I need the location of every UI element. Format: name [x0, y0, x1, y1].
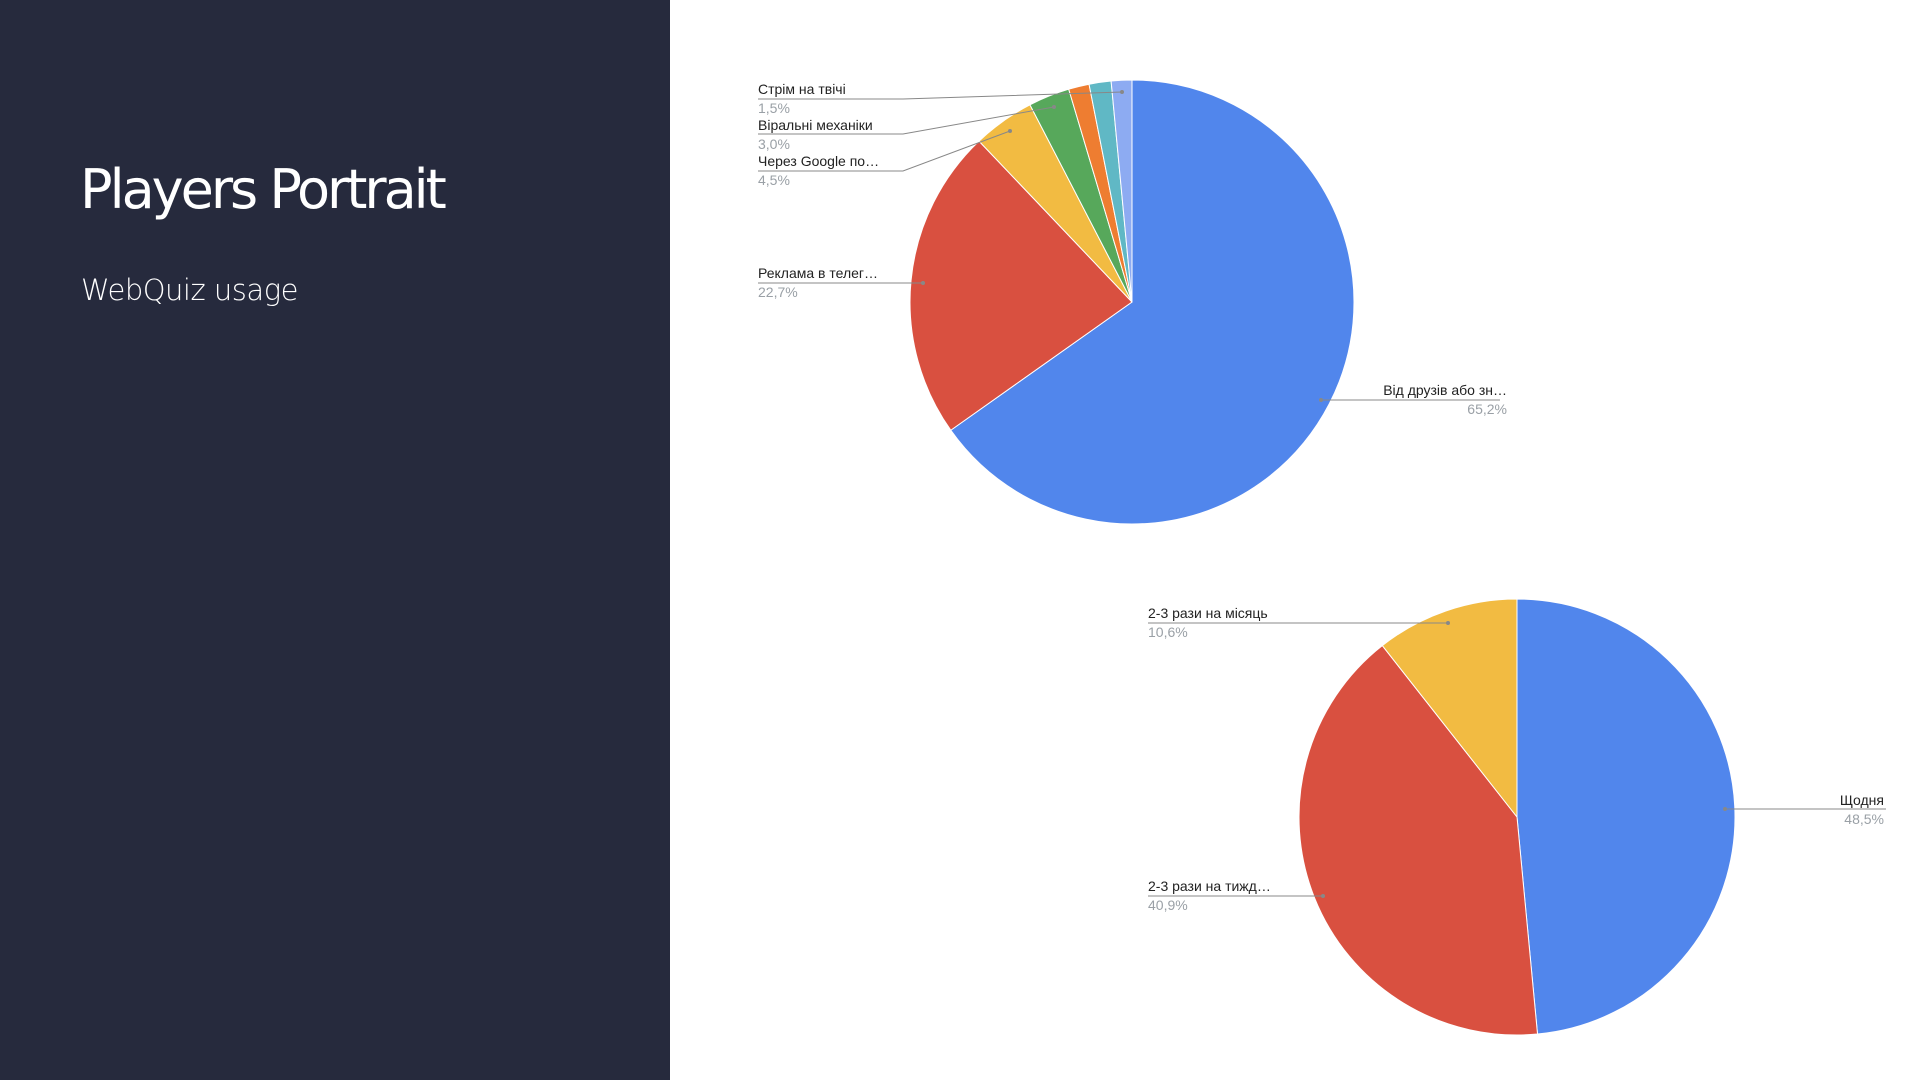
slice-value: 1,5% — [758, 100, 790, 116]
slide-title: Players Portrait — [80, 158, 447, 221]
pie-chart-source: Від друзів або зн… 65,2% Реклама в телег… 2… — [758, 79, 1507, 525]
slice-value: 48,5% — [1844, 811, 1884, 827]
slice-value: 4,5% — [758, 172, 790, 188]
slice-value: 22,7% — [758, 284, 798, 300]
leader-dot — [1723, 807, 1727, 811]
leader-dot — [1321, 894, 1325, 898]
pie-slice — [1298, 644, 1539, 1036]
slice-label: 2-3 рази на тижд… — [1148, 878, 1271, 894]
slice-label: Реклама в телег… — [758, 265, 878, 281]
pie-slice — [909, 140, 1133, 431]
leader-dot — [1120, 90, 1124, 94]
leader-line — [758, 91, 1123, 100]
slice-value: 3,0% — [758, 136, 790, 152]
slice-label: Віральні механіки — [758, 117, 873, 133]
pie-chart-frequency: Щодня 48,5% 2-3 рази на тижд… 40,9% 2-3 рази… — [1148, 598, 1886, 1036]
slice-label: Через Google по… — [758, 153, 879, 169]
leader-line — [758, 106, 1055, 135]
slice-label: Щодня — [1840, 792, 1884, 808]
slice-value: 10,6% — [1148, 624, 1188, 640]
leader-line — [758, 130, 1011, 172]
slide-subtitle: WebQuiz usage — [81, 273, 298, 307]
slice-value: 65,2% — [1467, 401, 1507, 417]
slice-label: Стрім на твічі — [758, 81, 846, 97]
slice-value: 40,9% — [1148, 897, 1188, 913]
slice-label: Від друзів або зн… — [1383, 382, 1507, 398]
pie-slice — [1516, 598, 1736, 1035]
leader-dot — [1052, 105, 1056, 109]
leader-dot — [1319, 398, 1323, 402]
pie-slice — [950, 79, 1355, 525]
leader-dot — [921, 281, 925, 285]
leader-dot — [1446, 621, 1450, 625]
pie-slice — [1110, 79, 1133, 303]
pie-slice — [1381, 598, 1518, 819]
leader-dot — [1008, 129, 1012, 133]
left-panel: Players Portrait WebQuiz usage — [0, 0, 670, 1080]
slice-label: 2-3 рази на місяць — [1148, 605, 1268, 621]
